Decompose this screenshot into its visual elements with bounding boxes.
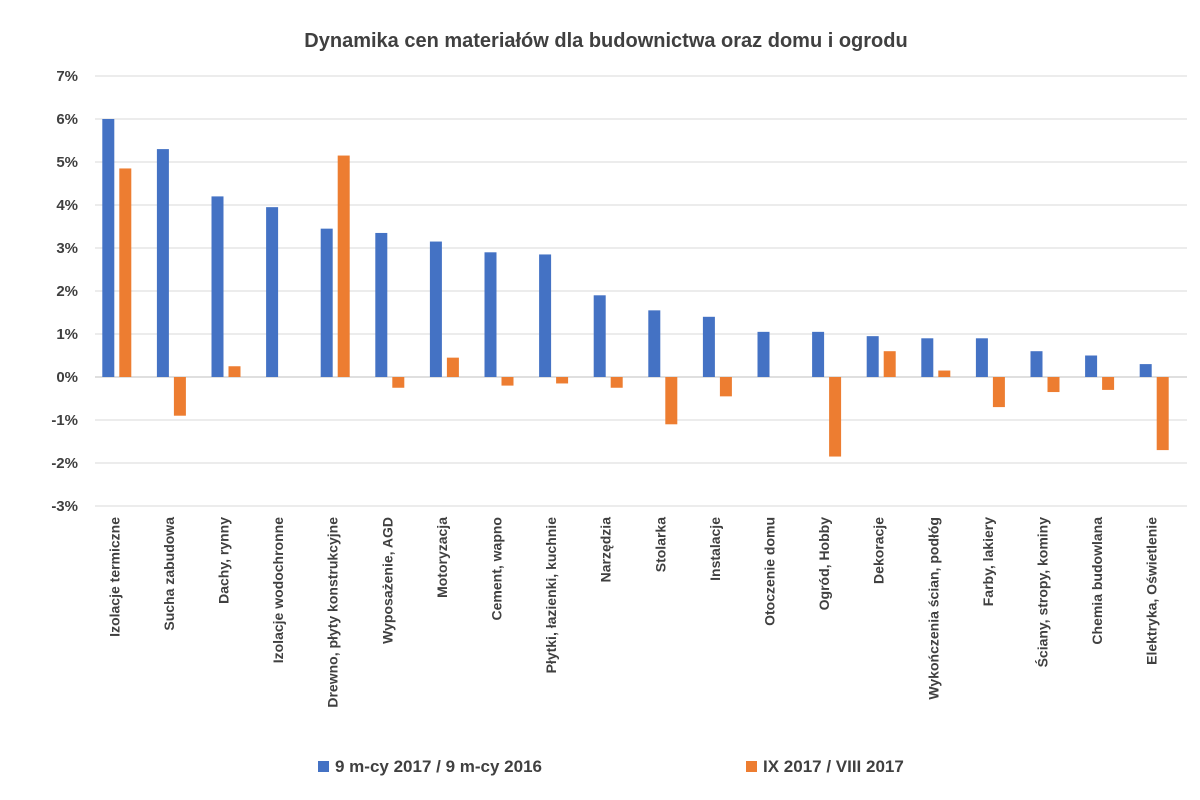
bar-series-2 [173,377,186,416]
bar-series-1 [757,331,770,377]
bar-series-2 [228,366,241,377]
x-tick-label: Cement, wapno [489,517,505,620]
x-axis: Izolacje termiczne Sucha zabudowa Dachy, r… [106,517,1159,708]
bar-series-2 [392,377,405,388]
bar-series-2 [1047,377,1060,393]
bar-series-1 [812,331,825,377]
x-tick-label: Elektryka, Oświetlenie [1144,517,1160,665]
bar-series-2 [883,351,896,377]
x-tick-label: Ściany, stropy, kominy [1034,517,1051,668]
x-tick-label: Płytki, łazienki, kuchnie [543,517,559,674]
bar-series-2 [119,168,132,377]
bar-series-1 [320,228,333,377]
x-tick-label: Wyposażenie, AGD [379,517,395,644]
x-tick-label: Farby, lakiery [980,517,996,606]
x-tick-label: Motoryzacja [434,517,450,598]
bar-series-1 [266,207,279,377]
bar-series-1 [702,316,715,377]
bar-series-1 [375,232,388,377]
y-tick-label: 5% [56,154,78,171]
bar-series-2 [938,370,951,377]
bar-series-1 [1085,355,1098,377]
legend-swatch-series-1 [318,761,329,772]
bar-series-2 [829,377,842,457]
y-tick-label: -2% [51,455,78,472]
y-tick-label: -1% [51,412,78,429]
bar-series-1 [1139,364,1152,377]
bar-series-2 [610,377,623,388]
x-tick-label: Wykończenia ścian, podłóg [925,517,941,700]
y-tick-label: 6% [56,111,78,128]
bar-series-1 [866,336,879,377]
bar-series-2 [1102,377,1115,390]
y-tick-label: -3% [51,498,78,515]
bar-series-1 [539,254,552,377]
bar-series-1 [975,338,988,377]
y-tick-label: 0% [56,369,78,386]
bar-series-2 [719,377,732,397]
bar-series-1 [429,241,442,377]
x-tick-label: Izolacje wodochronne [270,517,286,663]
bar-series-1 [593,295,606,377]
chart-title: Dynamika cen materiałów dla budownictwa … [304,30,907,52]
x-tick-label: Drewno, płyty konstrukcyjne [325,517,341,708]
bar-series-1 [156,149,169,377]
x-tick-label: Chemia budowlana [1089,517,1105,645]
x-tick-label: Dekoracje [871,517,887,584]
gridlines [95,75,1187,507]
legend-label-series-1: 9 m-cy 2017 / 9 m-cy 2016 [335,757,542,776]
x-tick-label: Instalacje [707,517,723,581]
bar-series-2 [1156,377,1169,451]
bar-series-2 [337,155,350,377]
bar-series-2 [992,377,1005,408]
x-tick-label: Narzędzia [598,517,614,583]
bar-series-1 [102,119,115,377]
bar-series-2 [556,377,569,384]
x-tick-label: Ogród, Hobby [816,517,832,611]
bar-series-2 [446,357,459,377]
bar-series-1 [1030,351,1043,377]
legend-label-series-2: IX 2017 / VIII 2017 [763,757,904,776]
y-tick-label: 3% [56,240,78,257]
bar-series-1 [648,310,661,377]
bars [102,119,1169,457]
bar-series-1 [211,196,224,377]
y-tick-label: 7% [56,68,78,85]
x-tick-label: Stolarka [652,517,668,572]
bar-series-2 [665,377,678,425]
bar-series-1 [484,252,497,377]
bar-series-1 [921,338,934,377]
y-tick-label: 2% [56,283,78,300]
x-tick-label: Izolacje termiczne [106,517,122,637]
legend: 9 m-cy 2017 / 9 m-cy 2016 IX 2017 / VIII… [318,757,904,776]
legend-swatch-series-2 [746,761,757,772]
y-tick-label: 4% [56,197,78,214]
x-tick-label: Sucha zabudowa [161,517,177,631]
bar-series-2 [501,377,514,386]
x-tick-label: Dachy, rynny [216,517,232,604]
x-tick-label: Otoczenie domu [762,517,778,626]
y-tick-label: 1% [56,326,78,343]
y-axis: 7% 6% 5% 4% 3% 2% 1% 0% -1% -2% -3% [51,68,78,515]
